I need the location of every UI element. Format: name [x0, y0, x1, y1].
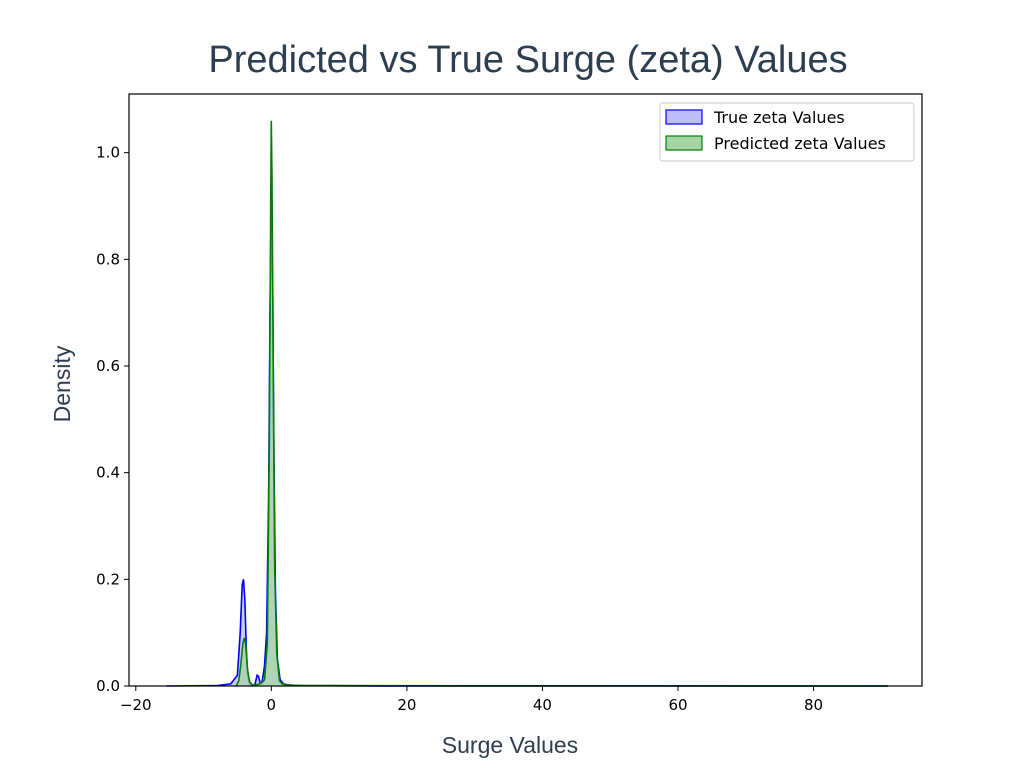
series-area-predicted [236, 120, 889, 686]
x-tick-label: 40 [533, 696, 552, 714]
legend-swatch-predicted [665, 135, 703, 151]
x-tick-label: 0 [267, 696, 277, 714]
x-tick-label: 80 [804, 696, 823, 714]
y-tick-label: 0.0 [96, 677, 120, 695]
series-layer [166, 120, 889, 687]
legend: True zeta Values Predicted zeta Values [659, 102, 915, 162]
series-line-true [166, 216, 889, 687]
legend-label-true: True zeta Values [713, 108, 845, 127]
x-tick-label: 20 [397, 696, 416, 714]
x-axis-label: Surge Values [442, 732, 578, 758]
y-axis-label: Density [49, 345, 75, 422]
y-tick-label: 0.2 [96, 570, 120, 588]
x-axis: −20 0 20 40 60 80 [120, 686, 823, 714]
chart-title: Predicted vs True Surge (zeta) Values [208, 39, 847, 81]
plot-area-frame [128, 93, 923, 687]
x-tick-label: −20 [120, 696, 152, 714]
x-tick-label: 60 [668, 696, 687, 714]
y-tick-label: 0.6 [96, 357, 120, 375]
legend-label-predicted: Predicted zeta Values [714, 134, 886, 153]
y-tick-label: 1.0 [96, 144, 120, 162]
legend-swatch-true [665, 109, 703, 125]
y-tick-label: 0.8 [96, 250, 120, 268]
legend-frame [659, 102, 915, 162]
y-tick-label: 0.4 [96, 464, 120, 482]
series-line-predicted [235, 120, 889, 687]
y-axis: 0.0 0.2 0.4 0.6 0.8 1.0 [96, 144, 129, 695]
